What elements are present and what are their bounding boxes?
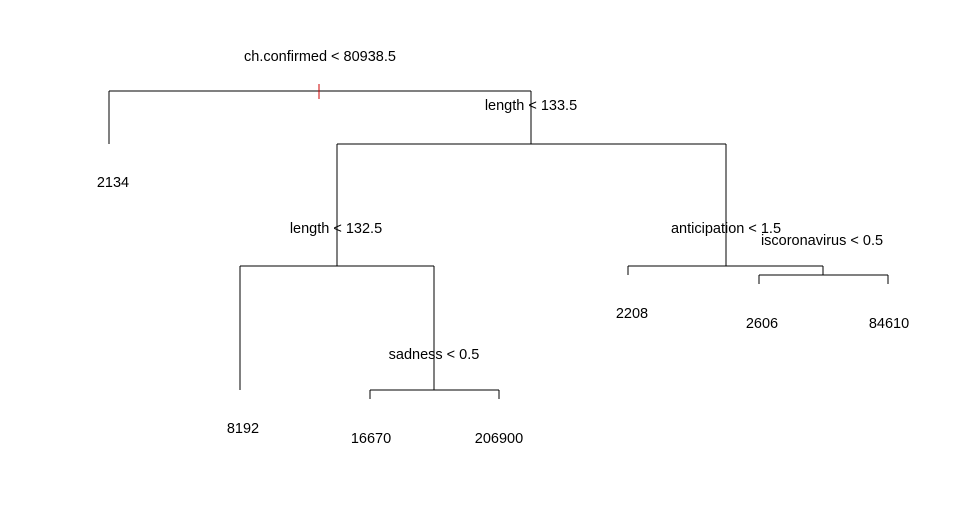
- split-anticipation: anticipation < 1.5: [627, 221, 824, 275]
- leaf-label-2208: 2208: [616, 306, 648, 322]
- leaf-label-84610: 84610: [869, 316, 909, 332]
- split-label-length-133: length < 133.5: [485, 98, 577, 114]
- leaf-label-16670: 16670: [351, 431, 391, 447]
- split-label-anticipation: anticipation < 1.5: [671, 221, 781, 237]
- leaf-label-2134: 2134: [97, 175, 129, 191]
- split-label-sadness: sadness < 0.5: [389, 347, 480, 363]
- leaf-label-2606: 2606: [746, 316, 778, 332]
- split-label-length-132: length < 132.5: [290, 221, 382, 237]
- leaf-label-8192: 8192: [227, 421, 259, 437]
- leaf-label-206900: 206900: [475, 431, 523, 447]
- split-length-133: length < 133.5: [336, 98, 727, 266]
- split-length-132: length < 132.5: [239, 221, 435, 390]
- split-iscoronavirus: iscoronavirus < 0.5: [758, 233, 889, 284]
- split-label-root: ch.confirmed < 80938.5: [244, 49, 396, 65]
- split-sadness: sadness < 0.5: [369, 347, 500, 399]
- split-root: ch.confirmed < 80938.5: [108, 49, 532, 144]
- split-label-iscoronavirus: iscoronavirus < 0.5: [761, 233, 883, 249]
